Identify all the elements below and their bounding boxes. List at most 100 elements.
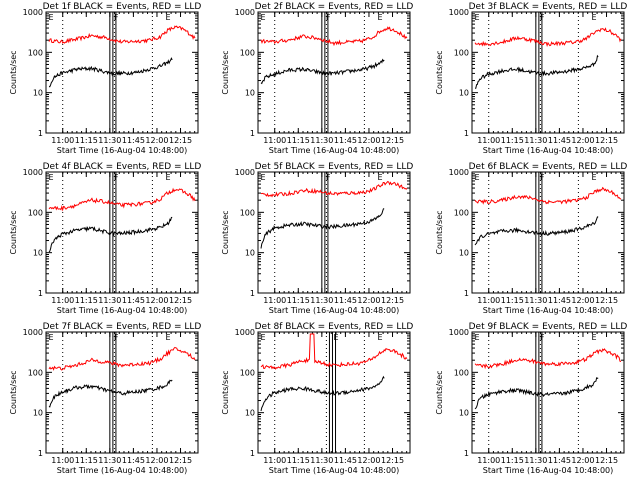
panel-det-6: Det 6f BLACK = Events, RED = LLD 1 10 100 10… (435, 162, 627, 315)
y-tick-label: 100 (240, 368, 255, 377)
x-tick-label: 11:45 (548, 136, 571, 145)
y-tick-label: 1 (38, 289, 43, 298)
x-tick-label: 11:30 (310, 136, 333, 145)
panel-title: Det 8f BLACK = Events, RED = LLD (255, 322, 414, 332)
x-tick-label: 12:15 (169, 136, 192, 145)
y-tick-label: 1000 (23, 168, 43, 177)
x-tick-label: 11:30 (98, 136, 121, 145)
mode-marker: E (166, 333, 171, 342)
plot-frame (45, 171, 199, 294)
x-tick-label: 11:30 (98, 456, 121, 465)
y-tick-label: 10 (459, 89, 469, 98)
mode-marker: E (261, 13, 266, 22)
mode-marker: F (114, 173, 119, 182)
y-tick-label: 100 (28, 208, 43, 217)
x-tick-label: 11:45 (548, 456, 571, 465)
y-tick-label: 10 (33, 409, 43, 418)
x-tick-label: 11:45 (334, 136, 357, 145)
plot-frame (471, 11, 625, 134)
y-tick-label: 1 (250, 449, 255, 458)
mode-marker: E (261, 333, 266, 342)
y-tick-label: 1000 (449, 8, 469, 17)
events-series-line (474, 377, 599, 410)
x-axis-label: Start Time (16-Aug-04 10:48:00) (57, 306, 188, 315)
y-axis-label: Counts/sec (221, 210, 230, 254)
y-tick-label: 1 (464, 449, 469, 458)
y-tick-label: 1 (250, 289, 255, 298)
y-tick-label: 1 (38, 129, 43, 138)
y-axis-label: Counts/sec (221, 370, 230, 414)
mode-marker: F (326, 13, 331, 22)
mode-marker: E (378, 173, 383, 182)
events-series-line (260, 58, 385, 85)
mode-marker: E (49, 173, 54, 182)
y-axis-label: Counts/sec (435, 370, 444, 414)
y-tick-label: 1000 (449, 168, 469, 177)
panel-title: Det 2f BLACK = Events, RED = LLD (255, 2, 414, 12)
x-tick-label: 11:15 (287, 296, 310, 305)
mode-marker: E (333, 333, 338, 342)
y-tick-label: 100 (240, 48, 255, 57)
y-tick-label: 100 (240, 208, 255, 217)
y-tick-label: 10 (245, 409, 255, 418)
events-series-line (48, 379, 173, 408)
panel-title: Det 6f BLACK = Events, RED = LLD (469, 162, 628, 172)
mode-marker: E (592, 13, 597, 22)
y-tick-label: 1 (464, 129, 469, 138)
mode-marker: E (378, 333, 383, 342)
mode-marker: E (378, 13, 383, 22)
panel-det-7: Det 7f BLACK = Events, RED = LLD 1 10 100 10… (9, 322, 201, 475)
x-tick-label: 12:00 (145, 136, 168, 145)
mode-marker: E (261, 173, 266, 182)
x-tick-label: 11:30 (310, 296, 333, 305)
x-tick-label: 12:00 (145, 456, 168, 465)
panel-title: Det 9f BLACK = Events, RED = LLD (469, 322, 628, 332)
mode-marker: F (114, 13, 119, 22)
mode-marker: E (49, 13, 54, 22)
x-tick-label: 11:15 (75, 136, 98, 145)
y-tick-label: 1000 (449, 328, 469, 337)
y-tick-label: 1 (464, 289, 469, 298)
x-tick-label: 12:15 (595, 136, 618, 145)
panel-title: Det 4f BLACK = Events, RED = LLD (43, 162, 202, 172)
y-tick-label: 10 (245, 89, 255, 98)
mode-marker: F (326, 173, 331, 182)
panel-title: Det 5f BLACK = Events, RED = LLD (255, 162, 414, 172)
x-tick-label: 12:15 (169, 456, 192, 465)
mode-marker: E (475, 173, 480, 182)
x-tick-label: 11:45 (334, 296, 357, 305)
mode-marker: E (592, 173, 597, 182)
x-axis-label: Start Time (16-Aug-04 10:48:00) (483, 466, 614, 475)
x-tick-label: 12:15 (595, 296, 618, 305)
lld-series-line (48, 187, 196, 212)
y-axis-label: Counts/sec (9, 210, 18, 254)
y-tick-label: 100 (454, 368, 469, 377)
x-tick-label: 11:00 (263, 136, 286, 145)
x-tick-label: 12:00 (357, 296, 380, 305)
x-axis-label: Start Time (16-Aug-04 10:48:00) (269, 306, 400, 315)
x-tick-label: 12:15 (381, 136, 404, 145)
panel-det-4: Det 4f BLACK = Events, RED = LLD 1 10 100 10… (9, 162, 201, 315)
x-tick-label: 11:15 (501, 296, 524, 305)
panel-det-1: Det 1f BLACK = Events, RED = LLD 1 10 100 10… (9, 2, 201, 155)
panel-det-3: Det 3f BLACK = Events, RED = LLD 1 10 100 10… (435, 2, 627, 155)
lld-series-line (260, 180, 408, 198)
y-tick-label: 100 (454, 48, 469, 57)
events-series-line (260, 375, 385, 412)
x-tick-label: 12:00 (357, 456, 380, 465)
plot-frame (45, 331, 199, 454)
panel-title: Det 1f BLACK = Events, RED = LLD (43, 2, 202, 12)
plot-frame (471, 171, 625, 294)
x-tick-label: 12:00 (571, 296, 594, 305)
x-tick-label: 11:45 (122, 456, 145, 465)
y-tick-label: 10 (459, 409, 469, 418)
mode-marker: F (540, 173, 545, 182)
x-tick-label: 12:15 (381, 456, 404, 465)
x-tick-label: 12:00 (145, 296, 168, 305)
y-axis-label: Counts/sec (221, 50, 230, 94)
events-series-line (260, 208, 385, 249)
x-tick-label: 11:00 (263, 456, 286, 465)
x-tick-label: 12:00 (357, 136, 380, 145)
